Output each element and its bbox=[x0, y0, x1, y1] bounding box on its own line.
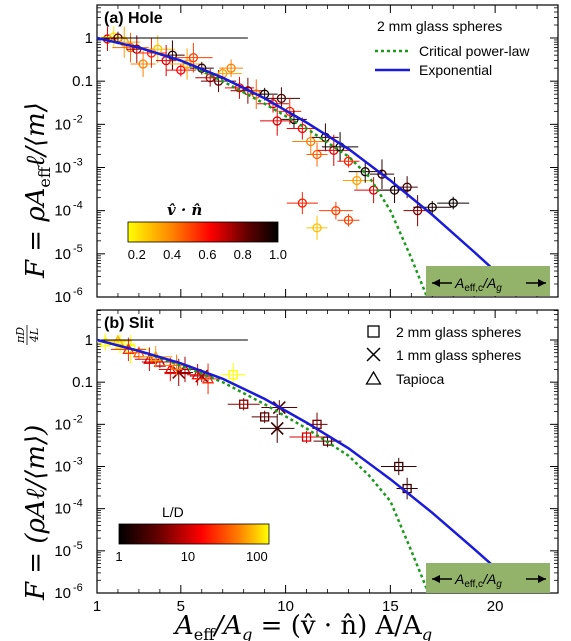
legend-square-marker bbox=[368, 326, 379, 337]
legend-triangle-marker bbox=[367, 372, 381, 384]
svg-text:4L: 4L bbox=[28, 328, 41, 343]
x-tick-label: 20 bbox=[487, 598, 504, 615]
legend-title-a: 2 mm glass spheres bbox=[377, 18, 502, 34]
y-axis-label-a: F = ρAeffℓ/⟨m⟩ bbox=[21, 102, 54, 279]
colorbar-tick-label: 10 bbox=[181, 549, 195, 564]
panel-slit: 10.110-210-310-410-510-6 (b) Slit 2 mm g… bbox=[14, 310, 558, 615]
y-tick-label: 10 bbox=[54, 501, 71, 518]
legend-triangle-label: Tapioca bbox=[396, 371, 444, 387]
y-tick-label: 0.1 bbox=[72, 73, 93, 90]
colorbar-ticks-a: 0.2 0.4 0.6 0.8 1.0 bbox=[128, 247, 287, 262]
y-tick-exponent: -3 bbox=[73, 456, 83, 468]
colorbar-tick-label: 0.2 bbox=[128, 247, 146, 262]
y-tick-exponent: -2 bbox=[73, 113, 83, 125]
legend-power-label: Critical power-law bbox=[419, 43, 530, 59]
y-tick-label: 10 bbox=[54, 585, 71, 602]
y-tick-exponent: -3 bbox=[73, 157, 83, 169]
y-axis-label-b-exponent: πD 4L bbox=[14, 325, 41, 345]
y-tick-label: 10 bbox=[54, 416, 71, 433]
x-axis-label: Aeff/Ag = (v̂ · n̂) A/Ag bbox=[173, 611, 432, 641]
y-tick-label: 1 bbox=[85, 332, 93, 349]
y-tick-label: 1 bbox=[85, 30, 93, 47]
critical-area-annotation-b: Aeff,c/Ag bbox=[426, 563, 550, 593]
y-tick-exponent: -6 bbox=[73, 286, 83, 298]
colorbar-a bbox=[128, 222, 278, 242]
colorbar-b bbox=[119, 524, 269, 544]
y-axis-label-b: F = (ρAℓ/⟨m⟩) bbox=[21, 425, 51, 601]
colorbar-tick-label: 0.8 bbox=[234, 247, 252, 262]
y-tick-exponent: -5 bbox=[73, 243, 83, 255]
legend-cross-label: 1 mm glass spheres bbox=[396, 347, 521, 363]
y-tick-label: 10 bbox=[54, 116, 71, 133]
panel-title-b: (b) Slit bbox=[104, 315, 154, 332]
colorbar-title-b: L/D bbox=[162, 504, 184, 520]
y-tick-exponent: -5 bbox=[73, 540, 83, 552]
y-tick-exponent: -6 bbox=[73, 582, 83, 594]
colorbar-ticks-b: 1 10 100 bbox=[115, 549, 267, 564]
y-tick-exponent: -2 bbox=[73, 413, 83, 425]
x-tick-label: 1 bbox=[93, 598, 101, 615]
y-tick-label: 0.1 bbox=[72, 374, 93, 391]
y-tick-exponent: -4 bbox=[73, 200, 83, 212]
legend-cross-marker bbox=[367, 348, 380, 361]
panel-hole: 10.110-210-310-410-510-6 (a) Hole 2 mm g… bbox=[21, 5, 558, 310]
y-tick-label: 10 bbox=[54, 289, 71, 306]
svg-text:πD: πD bbox=[14, 327, 27, 344]
panel-title-a: (a) Hole bbox=[104, 10, 163, 27]
critical-area-annotation-a: Aeff,c/Ag bbox=[426, 266, 550, 296]
data-points-a bbox=[97, 26, 469, 240]
data-points-b bbox=[86, 333, 418, 499]
y-tick-exponent: -4 bbox=[73, 498, 83, 510]
y-tick-label: 10 bbox=[54, 459, 71, 476]
y-tick-label: 10 bbox=[54, 246, 71, 263]
y-tick-label: 10 bbox=[54, 203, 71, 220]
y-tick-label: 10 bbox=[54, 160, 71, 177]
colorbar-title-a: v̂ · n̂ bbox=[167, 201, 202, 219]
legend-exp-label: Exponential bbox=[419, 62, 492, 78]
y-tick-label: 10 bbox=[54, 543, 71, 560]
colorbar-tick-label: 0.4 bbox=[163, 247, 181, 262]
colorbar-tick-label: 100 bbox=[246, 549, 268, 564]
critical-power-law-line bbox=[97, 340, 443, 615]
legend-square-label: 2 mm glass spheres bbox=[396, 324, 521, 340]
colorbar-tick-label: 0.6 bbox=[198, 247, 216, 262]
colorbar-tick-label: 1 bbox=[115, 549, 122, 564]
colorbar-tick-label: 1.0 bbox=[269, 247, 287, 262]
